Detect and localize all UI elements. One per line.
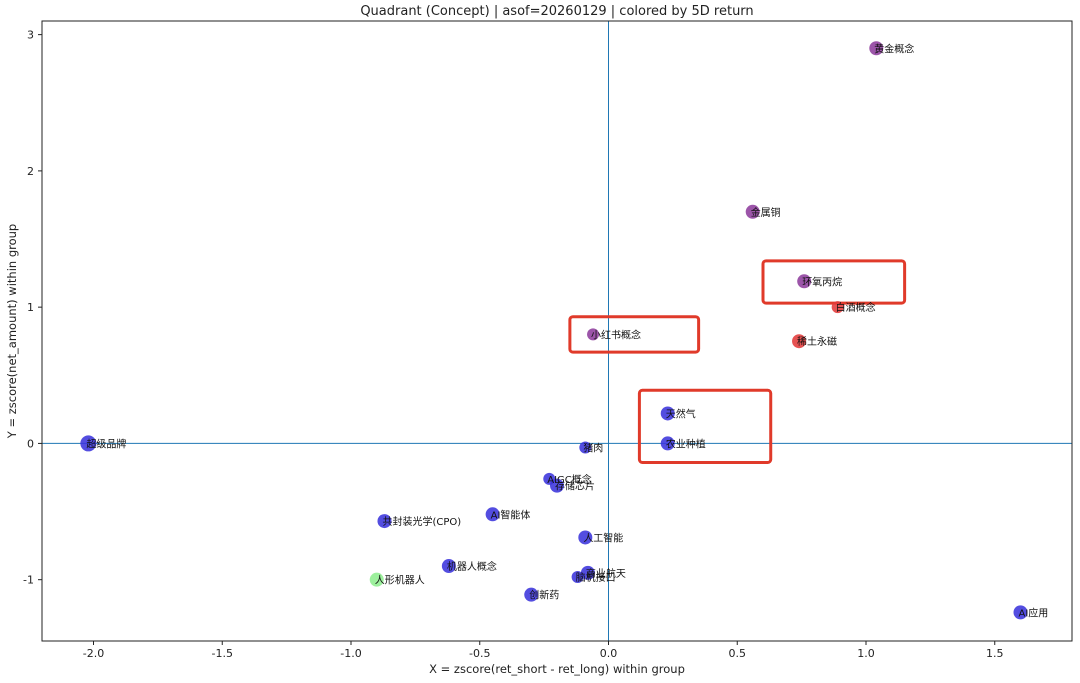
y-tick-label: 3	[27, 29, 34, 42]
data-point-label: 农业种植	[666, 437, 706, 450]
data-point-label: 超级品牌	[86, 437, 126, 450]
data-point-label: 商业航天	[586, 567, 626, 580]
highlight-box	[637, 388, 773, 464]
data-point	[580, 565, 595, 580]
data-point-label: 白酒概念	[836, 301, 876, 314]
data-point	[869, 41, 884, 56]
data-point-label: 金属铜	[751, 206, 781, 219]
data-point	[797, 274, 812, 289]
y-tick-label: 2	[27, 165, 34, 178]
data-point-label: 环氧丙烷	[802, 275, 842, 288]
highlight-box	[568, 315, 701, 354]
data-point-label: 稀土永磁	[797, 335, 837, 348]
data-point-label: AI智能体	[491, 508, 531, 521]
x-tick-label: -0.5	[469, 647, 490, 660]
data-point	[550, 478, 564, 493]
data-point-label: 存储芯片	[555, 480, 595, 493]
data-point-label: 机器人概念	[447, 560, 497, 573]
x-tick-label: -1.5	[212, 647, 233, 660]
data-point	[571, 570, 584, 583]
data-point	[1013, 605, 1028, 620]
quadrant-lines	[42, 21, 1072, 641]
data-point-label: 小红书概念	[591, 328, 641, 341]
data-point	[578, 530, 593, 545]
x-tick-label: -2.0	[83, 647, 104, 660]
data-point-label: 人形机器人	[375, 574, 425, 587]
data-point	[745, 204, 760, 219]
data-point	[377, 514, 392, 529]
y-tick-label: 1	[27, 301, 34, 314]
plot-frame	[41, 20, 1073, 642]
data-points	[80, 41, 1028, 620]
data-point-label: 脑机接口	[576, 571, 616, 584]
data-point	[831, 301, 844, 314]
data-point-label: 共封装光学(CPO)	[382, 515, 461, 528]
x-tick-label: 0.5	[729, 647, 747, 660]
y-axis-title: Y = zscore(net_amount) within group	[5, 224, 19, 439]
data-point	[660, 436, 675, 451]
y-tick-label: 0	[27, 437, 34, 450]
x-axis-ticks: -2.0 -1.5 -1.0 -0.5 0.0 0.5 1.0 1.5	[83, 641, 1004, 660]
x-tick-label: 0.0	[600, 647, 618, 660]
chart-title: Quadrant (Concept) | asof=20260129 | col…	[360, 4, 753, 19]
data-point	[369, 572, 384, 587]
data-point	[587, 328, 600, 341]
data-point-label: AIGC概念	[547, 473, 592, 486]
data-point-label: 黄金概念	[874, 42, 914, 55]
data-point	[660, 406, 675, 421]
y-tick-label: -1	[23, 574, 34, 587]
data-point-label: 人工智能	[583, 531, 623, 544]
data-point	[441, 559, 456, 574]
data-point-label: 天然气	[666, 407, 696, 420]
data-point-label: 猪肉	[583, 442, 603, 455]
data-point	[579, 441, 592, 454]
x-tick-label: 1.5	[986, 647, 1004, 660]
data-point	[485, 507, 500, 522]
x-tick-label: 1.0	[857, 647, 875, 660]
x-axis-title: X = zscore(ret_short - ret_long) within …	[429, 662, 685, 676]
data-point-label: AI应用	[1019, 606, 1049, 619]
x-tick-label: -1.0	[340, 647, 361, 660]
data-point	[524, 587, 539, 602]
data-point-label: 创新药	[529, 589, 559, 602]
data-point	[80, 435, 97, 452]
data-point	[792, 334, 807, 349]
y-axis-ticks: -1 0 1 2 3	[23, 29, 42, 587]
